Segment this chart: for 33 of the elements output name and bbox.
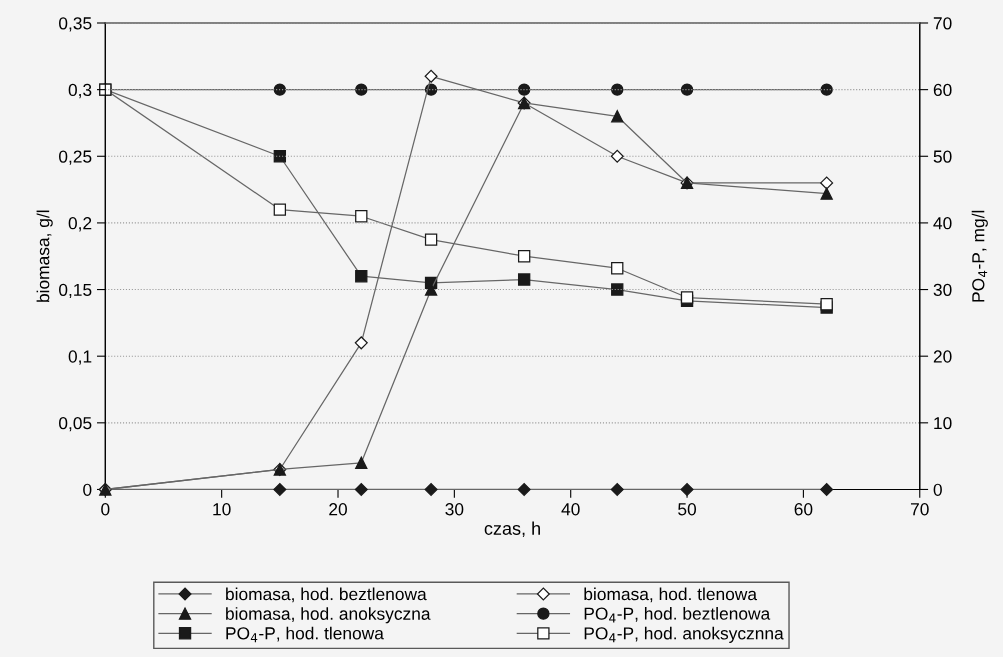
legend-label: biomasa, hod. tlenowa [584, 587, 758, 603]
x-tick-label: 70 [910, 503, 929, 516]
legend-label: PO$_{4}$-P, hod. anoksycznna [584, 626, 784, 643]
x-tick-label: 10 [213, 503, 231, 516]
x-tick-label: 60 [794, 503, 813, 516]
y-tick-label: 0,2 [68, 217, 92, 232]
y2-tick-label: 30 [933, 283, 952, 297]
legend-label: PO$_{4}$-P, hod. tlenowa [226, 626, 384, 643]
y-tick-label: 0 [83, 483, 92, 496]
y2-tick-label: 40 [933, 217, 952, 230]
y-tick-label: 0,15 [59, 283, 92, 299]
legend-label: biomasa, hod. beztlenowa [226, 587, 427, 603]
x-axis-title: czas, h [484, 521, 540, 538]
y2-tick-label: 50 [933, 150, 952, 163]
y2-tick-label: 70 [933, 17, 952, 30]
x-tick-label: 40 [561, 503, 580, 516]
y2-tick-label: 10 [934, 416, 952, 430]
y-tick-label: 0,35 [59, 17, 92, 32]
y-axis-title: biomasa, g/l [36, 210, 53, 302]
x-tick-label: 30 [445, 503, 464, 516]
y2-tick-label: 20 [933, 350, 952, 363]
x-tick-label: 50 [678, 503, 697, 516]
y2-tick-label: 0 [933, 483, 942, 496]
x-tick-label: 0 [101, 503, 110, 516]
y-tick-label: 0,05 [59, 416, 92, 432]
y-tick-label: 0,25 [59, 150, 92, 165]
y2-tick-label: 60 [933, 83, 952, 97]
x-tick-label: 20 [329, 503, 347, 516]
legend-label: biomasa, hod. anoksyczna [226, 607, 431, 624]
y-tick-label: 0,3 [68, 83, 92, 99]
y-tick-label: 0,1 [68, 350, 92, 365]
y2-axis-title: PO$_{4}$-P, mg/l [971, 210, 988, 302]
legend-label: PO$_{4}$-P, hod. beztlenowa [584, 607, 771, 623]
